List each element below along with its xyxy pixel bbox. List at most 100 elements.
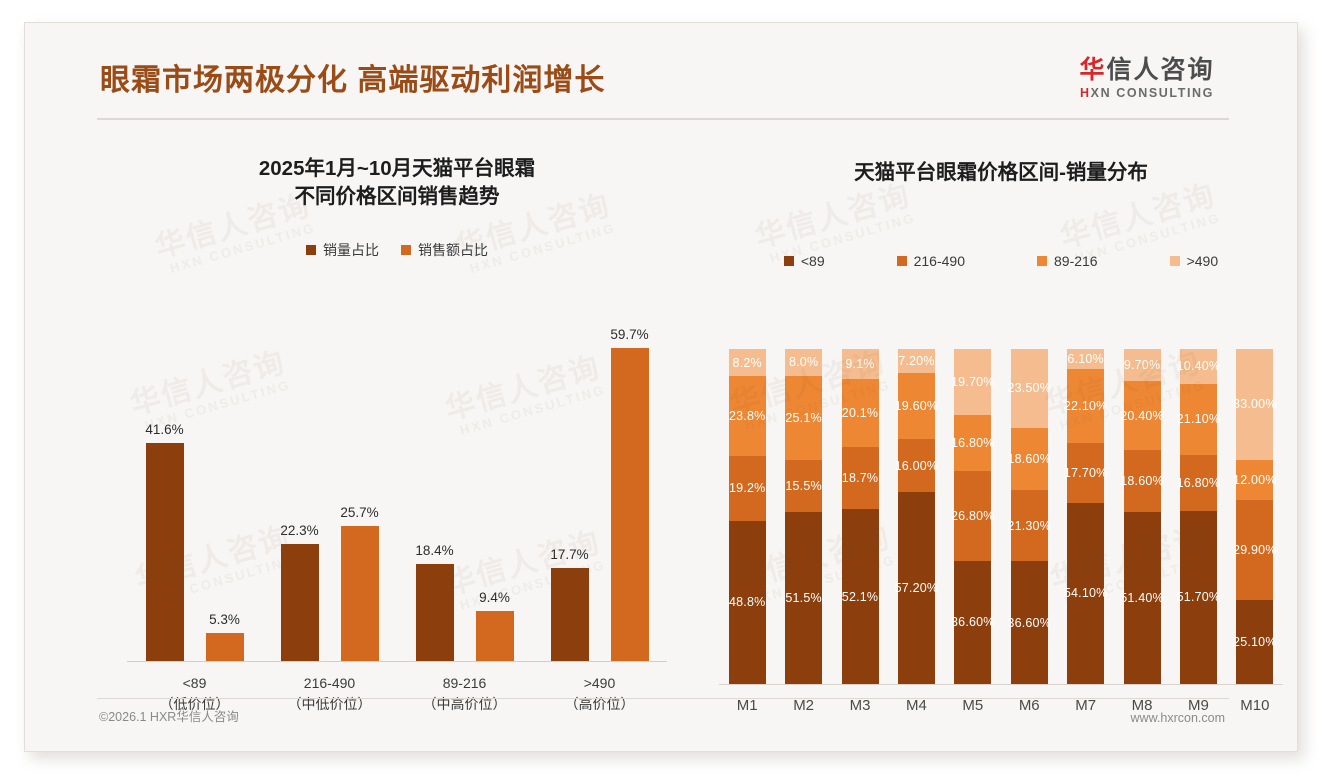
footer-divider (97, 698, 1229, 699)
segment-over-490: 19.70% (951, 349, 994, 415)
bar-rect (475, 611, 514, 661)
bar-value-label: 5.3% (209, 612, 240, 627)
stack-column: 9.1% 20.1% 18.7% 52.1% (832, 349, 888, 684)
bar-volume[interactable]: 18.4% (415, 320, 454, 661)
segment-label: 16.80% (951, 436, 995, 451)
segment-89-216: 19.2% (728, 456, 766, 521)
left-chart-title-line2: 不同价格区间销售趋势 (294, 185, 500, 209)
segment-label: 25.10% (1233, 634, 1277, 649)
footer-website[interactable]: www.hxrcon.com (1130, 711, 1225, 725)
slide-canvas: 眼霜市场两极分化 高端驱动利润增长 华信人咨询 HXN CONSULTING 2… (24, 22, 1298, 752)
legend-swatch-icon (896, 256, 907, 267)
bar-volume[interactable]: 41.6% (145, 320, 184, 661)
stacked-bar[interactable]: 8.0% 25.1% 15.5% 51.5% (785, 349, 823, 684)
segment-label: 17.70% (1063, 466, 1108, 481)
segment-label: 36.60% (1007, 615, 1052, 630)
x-axis-tick: M10 (1240, 697, 1270, 714)
segment-over-490: 8.2% (728, 349, 766, 377)
segment-label: 25.1% (785, 410, 822, 425)
left-chart-bar-groups: 41.6% 5.3% 22.3% 25.7% (127, 320, 667, 661)
legend-label: 89-216 (1054, 253, 1098, 270)
bar-amount[interactable]: 9.4% (475, 320, 514, 661)
stacked-bar[interactable]: 9.1% 20.1% 18.7% 52.1% (841, 349, 879, 684)
segment-label: 36.60% (951, 615, 995, 630)
stacked-bar[interactable]: 23.50% 18.60% 21.30% 36.60% (1007, 349, 1051, 684)
bar-value-label: 18.4% (415, 543, 454, 558)
legend-swatch-icon (401, 244, 411, 255)
stack-column: 23.50% 18.60% 21.30% 36.60% (1001, 349, 1057, 684)
stacked-bar[interactable]: 6.10% 22.10% 17.70% 54.10% (1064, 349, 1107, 684)
segment-under-89: 25.10% (1233, 599, 1276, 684)
bar-amount[interactable]: 25.7% (340, 320, 379, 661)
segment-label: 48.8% (728, 595, 766, 610)
company-logo: 华信人咨询 HXN CONSULTING (1057, 57, 1237, 100)
x-axis-tick: M4 (906, 697, 927, 714)
x-axis-tick-sub: （中低价位） (287, 696, 372, 712)
bar-volume[interactable]: 22.3% (280, 320, 319, 661)
x-axis-tick-sub: （中高价位） (422, 696, 507, 712)
logo-chinese: 华信人咨询 (1057, 57, 1237, 83)
x-axis-tick: M3 (849, 697, 871, 714)
segment-label: 51.5% (785, 590, 822, 605)
left-chart-legend: 销量占比 销售额占比 (97, 240, 697, 260)
segment-label: 8.2% (732, 355, 762, 370)
x-axis-tick-main: 89-216 (442, 675, 487, 691)
segment-label: 16.00% (894, 458, 939, 473)
x-axis-tick: M7 (1075, 697, 1097, 714)
stacked-bar[interactable]: 9.70% 20.40% 18.60% 51.40% (1120, 349, 1164, 684)
segment-216-490: 23.8% (728, 376, 766, 457)
segment-label: 52.1% (841, 589, 879, 604)
legend-item-89-216[interactable]: 89-216 (1037, 253, 1098, 269)
segment-label: 33.00% (1233, 397, 1277, 412)
legend-item-over-490[interactable]: >490 (1169, 253, 1218, 269)
segment-label: 26.80% (951, 509, 995, 524)
legend-label: 216-490 (913, 253, 965, 270)
segment-label: 16.80% (1176, 475, 1221, 490)
x-axis-tick: M6 (1018, 697, 1040, 714)
legend-label: <89 (800, 253, 825, 270)
right-chart-plot-area: 8.2% 23.8% 19.2% 48.8% 8.0% 25.1% 15.5% … (713, 330, 1289, 725)
legend-item-under-89[interactable]: <89 (783, 253, 825, 270)
logo-english-rest: XN CONSULTING (1090, 86, 1214, 101)
segment-label: 51.70% (1176, 590, 1221, 605)
right-chart-panel: 天猫平台眼霜价格区间-销量分布 <89 216-490 89-216 >490 (705, 155, 1297, 715)
x-axis-tick: M5 (962, 697, 984, 714)
bar-amount[interactable]: 59.7% (610, 320, 649, 661)
segment-label: 9.1% (845, 357, 875, 372)
bar-amount[interactable]: 5.3% (205, 320, 244, 661)
legend-swatch-icon (1037, 256, 1047, 267)
stacked-bar[interactable]: 19.70% 16.80% 26.80% 36.60% (951, 349, 994, 684)
stack-column: 10.40% 21.10% 16.80% 51.70% (1170, 349, 1226, 684)
segment-216-490: 12.00% (1233, 459, 1276, 500)
segment-over-490: 9.1% (841, 349, 879, 380)
segment-label: 19.70% (951, 374, 995, 389)
stacked-bar[interactable]: 8.2% 23.8% 19.2% 48.8% (728, 349, 766, 684)
legend-item-sales-volume[interactable]: 销量占比 (306, 240, 379, 260)
logo-chinese-red: 华 (1079, 56, 1107, 84)
stacked-bar[interactable]: 33.00% 12.00% 29.90% 25.10% (1233, 349, 1276, 684)
bar-rect (340, 526, 379, 661)
bar-value-label: 17.7% (550, 547, 589, 562)
segment-under-89: 51.70% (1177, 510, 1220, 684)
segment-under-89: 36.60% (1007, 561, 1051, 684)
stack-column: 9.70% 20.40% 18.60% 51.40% (1114, 349, 1170, 684)
stacked-bar[interactable]: 7.20% 19.60% 16.00% 57.20% (895, 349, 938, 684)
segment-label: 19.60% (894, 398, 939, 413)
segment-216-490: 22.10% (1064, 369, 1107, 444)
bar-value-label: 22.3% (280, 523, 319, 538)
segment-89-216: 16.00% (895, 438, 938, 493)
x-axis-tick: <89 （低价位） (127, 667, 262, 719)
segment-89-216: 15.5% (785, 459, 823, 512)
segment-216-490: 18.60% (1007, 427, 1051, 491)
footer-copyright: ©2026.1 HXR华信人咨询 (99, 710, 239, 724)
segment-label: 20.40% (1120, 408, 1164, 423)
segment-89-216: 17.70% (1064, 443, 1107, 503)
logo-english-red: H (1080, 86, 1091, 101)
bar-volume[interactable]: 17.7% (550, 320, 589, 661)
page-title: 眼霜市场两极分化 高端驱动利润增长 (100, 64, 606, 97)
segment-under-89: 52.1% (841, 509, 879, 684)
stacked-bar[interactable]: 10.40% 21.10% 16.80% 51.70% (1177, 349, 1220, 684)
legend-item-sales-amount[interactable]: 销售额占比 (401, 240, 488, 260)
legend-item-216-490[interactable]: 216-490 (896, 253, 965, 270)
segment-216-490: 20.40% (1120, 381, 1164, 450)
